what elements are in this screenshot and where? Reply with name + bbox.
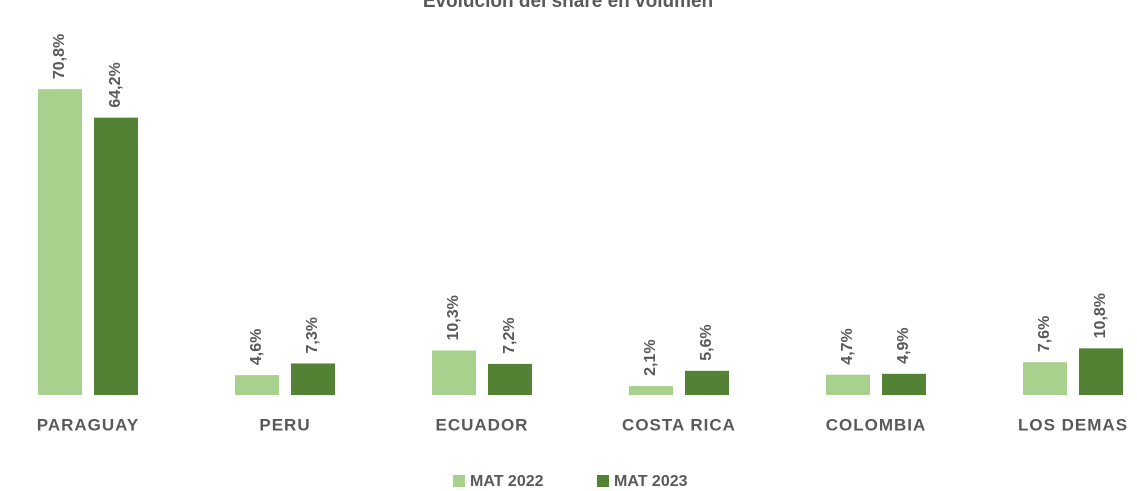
bar (1023, 362, 1067, 395)
data-label: 64,2% (107, 62, 124, 107)
bar (488, 363, 532, 395)
data-label: 4,9% (895, 327, 912, 363)
bar (94, 117, 138, 395)
x-tick-label: ECUADOR (436, 415, 529, 434)
bar (291, 363, 335, 395)
data-label: 5,6% (698, 324, 715, 360)
data-label: 2,1% (642, 339, 659, 375)
legend-swatch (597, 475, 609, 487)
data-label: 7,3% (304, 317, 321, 353)
bar (629, 385, 673, 395)
bar (432, 350, 476, 395)
x-tick-label: PARAGUAY (37, 415, 139, 434)
legend-swatch (453, 475, 465, 487)
x-tick-label: PERU (259, 415, 310, 434)
bar (882, 373, 926, 395)
bar (826, 374, 870, 395)
bar (685, 370, 729, 395)
data-label: 4,7% (839, 328, 856, 364)
bar (38, 89, 82, 396)
x-tick-label: COLOMBIA (826, 415, 927, 434)
data-label: 7,6% (1036, 316, 1053, 352)
legend-label: MAT 2023 (614, 473, 688, 490)
legend-label: MAT 2022 (470, 473, 544, 490)
data-label: 7,2% (501, 317, 518, 353)
chart-title: Evolución del share en volumen (423, 0, 713, 12)
x-tick-label: COSTA RICA (622, 415, 736, 434)
data-label: 70,8% (51, 34, 68, 79)
data-label: 10,8% (1092, 293, 1109, 338)
x-tick-label: LOS DEMAS (1018, 415, 1128, 434)
bar (235, 375, 279, 395)
data-label: 4,6% (248, 329, 265, 365)
bar (1079, 348, 1123, 395)
data-label: 10,3% (445, 295, 462, 340)
